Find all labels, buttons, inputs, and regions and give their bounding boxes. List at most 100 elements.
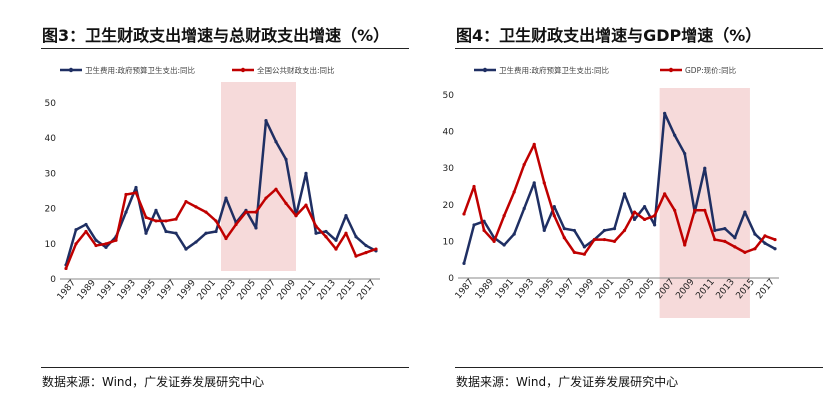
- left-series-1-point: [304, 171, 308, 175]
- left-series-2-point: [334, 247, 338, 251]
- right-y-tick-label: 10: [443, 237, 455, 247]
- left-series-2-point: [324, 235, 328, 239]
- left-series-2-point: [254, 210, 258, 214]
- right-series-2-point: [642, 217, 647, 222]
- left-x-tick-label: 2007: [256, 278, 278, 302]
- left-x-tick-label: 2017: [356, 278, 378, 302]
- left-series-2-point: [74, 242, 78, 246]
- left-x-tick-label: 2015: [336, 278, 358, 302]
- left-series-2-point: [204, 210, 208, 214]
- left-chart: 0102030405019871989199119931995199719992…: [45, 65, 380, 302]
- right-series-1-point: [683, 151, 687, 156]
- right-series-line-2: [462, 143, 777, 256]
- left-x-tick-label: 2003: [216, 278, 238, 302]
- left-series-1-point: [154, 208, 158, 212]
- left-series-1-point: [354, 235, 358, 239]
- left-x-tick-label: 2009: [276, 278, 299, 302]
- right-series-1-point: [472, 223, 476, 227]
- right-x-tick-label: 1999: [574, 277, 597, 301]
- left-series-2-point: [364, 251, 368, 255]
- left-series-2-point: [164, 219, 168, 223]
- right-series-2-point: [743, 250, 747, 254]
- left-shaded-region: [221, 82, 296, 271]
- left-series-1-point: [344, 214, 348, 218]
- right-series-2-point: [492, 239, 496, 243]
- left-x-tick-label: 2013: [316, 278, 338, 302]
- right-legend-label-1: 卫生费用:政府预算卫生支出:同比: [499, 65, 610, 75]
- right-series-1-point: [632, 217, 637, 222]
- right-series-2-point: [693, 208, 697, 212]
- right-series-2-point: [602, 237, 607, 242]
- left-y-tick-label: 40: [45, 134, 57, 144]
- left-series-2-point: [104, 242, 108, 246]
- left-series-1-point: [254, 226, 258, 230]
- left-series-2-point: [144, 215, 148, 219]
- left-x-tick-label: 1995: [136, 278, 158, 302]
- left-series-1-point: [264, 119, 268, 123]
- right-series-2-point: [753, 247, 757, 251]
- left-panel: 图3：卫生财政支出增速与总财政支出增速（%） 0 10 20 30 40 50 1987 19…: [0, 0, 409, 404]
- right-legend-label-2: GDP:现价:同比: [685, 65, 737, 75]
- right-series-1-point: [602, 228, 607, 233]
- left-x-tick-label: 1997: [156, 278, 178, 302]
- right-series-1-point: [663, 111, 667, 115]
- right-series-2-point: [773, 237, 777, 242]
- left-series-1-point: [144, 231, 148, 235]
- right-series-2-point: [532, 142, 536, 147]
- right-series-1-point: [673, 133, 677, 137]
- left-y-tick-label: 10: [45, 240, 57, 250]
- right-series-2-point: [522, 162, 526, 167]
- right-x-tick-label: 2003: [614, 277, 636, 301]
- right-x-tick-label: 1987: [454, 277, 476, 301]
- right-series-1-point: [653, 223, 657, 227]
- right-series-2-point: [612, 239, 617, 243]
- left-series-2-point: [184, 199, 188, 204]
- left-series-1-point: [274, 140, 278, 144]
- right-series-1-point: [522, 206, 526, 211]
- right-series-1-point: [552, 205, 556, 209]
- left-series-1-point: [94, 238, 98, 242]
- right-chart: 0102030405019871989199119931995199719992…: [443, 65, 779, 318]
- left-series-2-point: [274, 187, 278, 191]
- right-series-1-point: [642, 205, 647, 209]
- right-series-2-point: [653, 214, 657, 218]
- left-series-2-point: [64, 266, 68, 271]
- right-x-tick-label: 1995: [534, 277, 556, 301]
- right-series-1-point: [763, 241, 767, 245]
- right-series-1-point: [612, 226, 617, 231]
- left-series-2-point: [174, 217, 178, 221]
- left-series-2-point: [134, 191, 138, 195]
- left-series-2-point: [154, 219, 158, 223]
- left-series-2-point: [114, 238, 118, 242]
- left-series-2-point: [224, 236, 228, 241]
- right-source-note: 数据来源：Wind，广发证券发展研究中心: [456, 375, 679, 389]
- right-series-2-point: [552, 214, 556, 218]
- right-x-tick-label: 2001: [594, 277, 616, 301]
- right-series-1-point: [743, 210, 747, 214]
- right-series-2-point: [502, 214, 506, 218]
- left-x-tick-label: 1989: [76, 278, 99, 302]
- right-series-2-point: [703, 208, 707, 212]
- left-series-1-point: [84, 222, 88, 227]
- left-series-2-point: [294, 214, 298, 218]
- left-title-rule: [41, 48, 409, 49]
- left-series-1-point: [314, 231, 318, 235]
- right-y-tick-label: 20: [443, 201, 455, 211]
- right-legend-marker-2: [668, 67, 674, 73]
- left-x-tick-label: 2011: [296, 278, 318, 302]
- left-legend-label-1: 卫生费用:政府预算卫生支出:同比: [85, 65, 196, 75]
- right-series-2-point: [683, 243, 687, 247]
- left-series-1-point: [324, 229, 328, 234]
- right-series-1-point: [512, 232, 516, 236]
- left-series-1-point: [164, 229, 168, 234]
- right-shaded-region: [659, 88, 750, 318]
- left-series-2-point: [94, 243, 98, 248]
- left-legend-marker-1: [68, 67, 74, 73]
- right-series-1-point: [532, 181, 536, 185]
- right-series-line-1: [462, 112, 777, 265]
- right-series-2-point: [512, 190, 516, 194]
- left-source-rule: [41, 367, 409, 368]
- right-y-tick-label: 50: [443, 91, 455, 101]
- right-series-2-point: [582, 252, 586, 256]
- left-series-2-point: [264, 196, 268, 200]
